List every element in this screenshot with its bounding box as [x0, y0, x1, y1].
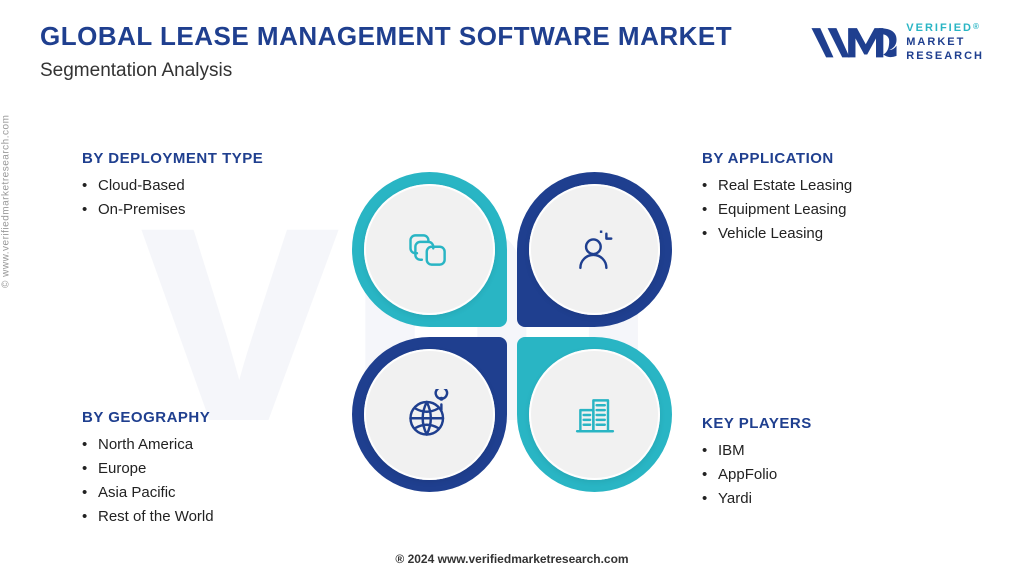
header: GLOBAL LEASE MANAGEMENT SOFTWARE MARKET …: [40, 22, 984, 82]
petal-inner: [529, 184, 660, 315]
section-list: IBM AppFolio Yardi: [702, 442, 942, 507]
list-item: IBM: [702, 442, 942, 459]
petal-geography: [352, 337, 507, 492]
section-list: Real Estate Leasing Equipment Leasing Vehi…: [702, 177, 942, 242]
section-heading: BY DEPLOYMENT TYPE: [82, 150, 322, 167]
section-list: North America Europe Asia Pacific Rest of t…: [82, 436, 322, 525]
list-item: Equipment Leasing: [702, 201, 942, 218]
list-item: On-Premises: [82, 201, 322, 218]
person-icon: [569, 224, 621, 276]
title-block: GLOBAL LEASE MANAGEMENT SOFTWARE MARKET …: [40, 22, 732, 82]
list-item: AppFolio: [702, 466, 942, 483]
globe-pin-icon: [404, 389, 456, 441]
section-list: Cloud-Based On-Premises: [82, 177, 322, 218]
stack-icon: [404, 224, 456, 276]
section-deployment-type: BY DEPLOYMENT TYPE Cloud-Based On-Premise…: [82, 150, 322, 225]
list-item: North America: [82, 436, 322, 453]
buildings-icon: [569, 389, 621, 441]
list-item: Vehicle Leasing: [702, 225, 942, 242]
vm-logo-mark: [810, 22, 898, 62]
petal-application: [517, 172, 672, 327]
list-item: Asia Pacific: [82, 484, 322, 501]
petal-inner: [529, 349, 660, 480]
brand-logo-line3: RESEARCH: [906, 50, 984, 64]
page-subtitle: Segmentation Analysis: [40, 60, 732, 82]
list-item: Cloud-Based: [82, 177, 322, 194]
section-geography: BY GEOGRAPHY North America Europe Asia Pac…: [82, 409, 322, 532]
list-item: Real Estate Leasing: [702, 177, 942, 194]
brand-logo-text: VERIFIED® MARKET RESEARCH: [906, 22, 984, 63]
footer-copyright: ® 2024 www.verifiedmarketresearch.com: [0, 552, 1024, 566]
section-heading: KEY PLAYERS: [702, 415, 942, 432]
list-item: Yardi: [702, 490, 942, 507]
quadrants: BY DEPLOYMENT TYPE Cloud-Based On-Premise…: [82, 142, 942, 522]
brand-logo-line1: VERIFIED®: [906, 22, 984, 36]
section-heading: BY GEOGRAPHY: [82, 409, 322, 426]
petal-group: [352, 172, 672, 492]
petal-key-players: [517, 337, 672, 492]
page-title: GLOBAL LEASE MANAGEMENT SOFTWARE MARKET: [40, 22, 732, 52]
list-item: Rest of the World: [82, 508, 322, 525]
section-key-players: KEY PLAYERS IBM AppFolio Yardi: [702, 415, 942, 514]
brand-logo: VERIFIED® MARKET RESEARCH: [810, 22, 984, 63]
content: BY DEPLOYMENT TYPE Cloud-Based On-Premise…: [0, 128, 1024, 536]
petal-inner: [364, 184, 495, 315]
petal-inner: [364, 349, 495, 480]
section-application: BY APPLICATION Real Estate Leasing Equipm…: [702, 150, 942, 249]
brand-logo-line2: MARKET: [906, 36, 984, 50]
list-item: Europe: [82, 460, 322, 477]
section-heading: BY APPLICATION: [702, 150, 942, 167]
petal-deployment-type: [352, 172, 507, 327]
